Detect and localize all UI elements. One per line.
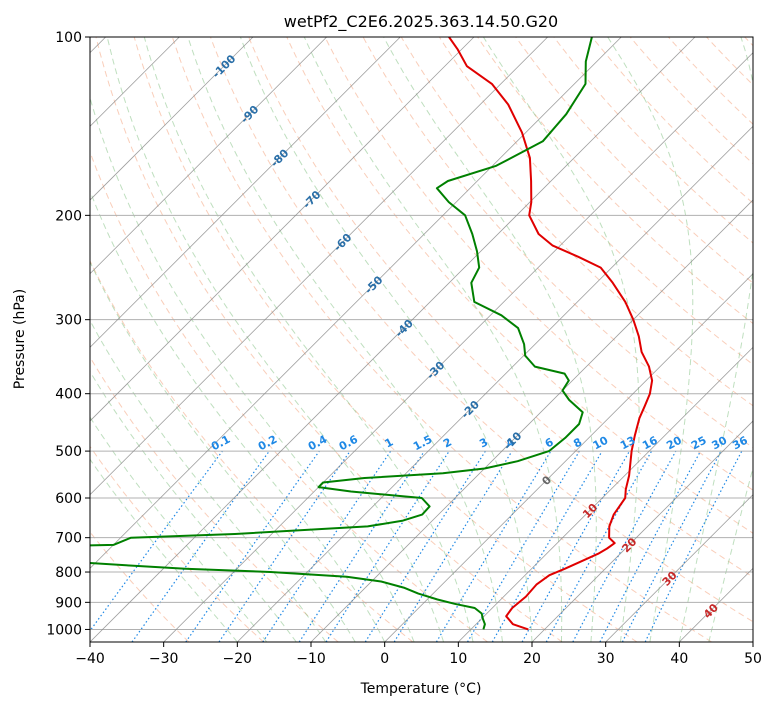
x-tick-label: −30 [149, 651, 179, 667]
mixing-ratio-line [644, 450, 743, 642]
x-axis-label: Temperature (°C) [360, 681, 482, 697]
moist-adiabat-line [239, 37, 533, 642]
dry-adiabat-line [591, 37, 753, 204]
plot-area [90, 37, 753, 642]
isotherm-gridline [90, 37, 475, 422]
mixing-ratio-label: 20 [664, 434, 684, 453]
dry-adiabat-line [171, 37, 712, 642]
moist-adiabat-line [106, 37, 445, 642]
y-tick-label: 300 [55, 313, 82, 329]
plot-frame [89, 36, 754, 643]
moist-adiabat-line [143, 37, 474, 642]
mixing-ratio-line [185, 450, 320, 642]
y-tick-label: 800 [55, 565, 82, 581]
y-tick-label: 900 [55, 595, 82, 611]
moist-adiabat-line [482, 37, 640, 642]
dry-adiabat-line [324, 37, 753, 491]
mixing-ratio-label: 16 [640, 434, 660, 453]
mixing-ratio-line [325, 450, 450, 642]
moist-adiabat-line [90, 370, 297, 642]
mixing-ratio-line [262, 450, 392, 642]
x-tick-label: 0 [380, 651, 389, 667]
y-tick-label: 100 [55, 30, 82, 46]
isotherm-gridline [90, 37, 254, 201]
x-tick-label: 20 [523, 651, 541, 667]
mixing-ratio-label: 13 [618, 434, 638, 453]
moist-adiabat-line [383, 37, 597, 642]
dry-adiabat-line [90, 259, 414, 642]
isotherm-gridline [531, 420, 753, 642]
moist-adiabat-line [303, 37, 563, 642]
mixing-ratio-label: 25 [689, 434, 709, 453]
dry-adiabat-line [515, 37, 753, 284]
isotherm-gridline [90, 37, 327, 275]
mixing-ratio-label: 30 [710, 434, 730, 453]
x-tick-label: 10 [449, 651, 467, 667]
y-tick-label: 1000 [46, 622, 82, 638]
dry-adiabat-line [248, 37, 753, 578]
mixing-ratio-line [131, 450, 270, 642]
mixing-ratio-line [545, 450, 653, 642]
dewpoint-profile-line [90, 37, 593, 630]
moist-adiabat-line [90, 319, 327, 642]
dry-adiabat-line [477, 37, 753, 325]
moist-adiabat-line [678, 37, 753, 642]
mixing-ratio-label: 10 [591, 434, 611, 453]
moist-adiabat-line [90, 458, 238, 642]
y-axis-label: Pressure (hPa) [12, 289, 28, 389]
temperature-profile-line [448, 37, 654, 631]
x-tick-label: 30 [597, 651, 615, 667]
mixing-ratio-line [572, 450, 677, 642]
x-tick-label: 50 [744, 651, 762, 667]
y-tick-label: 200 [55, 208, 82, 224]
dry-adiabat-line [629, 37, 753, 165]
mixing-ratio-line [90, 450, 223, 632]
x-tick-label: −20 [223, 651, 253, 667]
moist-adiabat-line [607, 37, 694, 642]
isotherm-gridline [90, 37, 548, 496]
isotherm-gridline [458, 346, 753, 642]
moist-adiabat-line [187, 37, 503, 642]
y-tick-label: 600 [55, 491, 82, 507]
axes: −40 −30 −20 −10 0 10 20 30 40 50 100 200 300 400 500 60… [46, 30, 762, 667]
dry-adiabat-line [133, 37, 638, 642]
dry-adiabat-line [210, 37, 753, 623]
isotherm-gridline [384, 273, 753, 642]
isotherm-gridline [90, 37, 696, 642]
isotherm-gridline [605, 494, 753, 642]
isotherm-gridline [237, 125, 753, 642]
mixing-ratio-label: 36 [730, 434, 750, 453]
isotherm-gridline [310, 199, 753, 642]
x-tick-label: 40 [670, 651, 688, 667]
y-tick-label: 500 [55, 444, 82, 460]
isotherm-gridline [163, 52, 753, 642]
moist-adiabat-line [90, 260, 356, 642]
dry-adiabat-line [400, 37, 753, 407]
y-tick-label: 400 [55, 387, 82, 403]
moist-adiabat-line [90, 416, 268, 642]
moist-adiabat-line [90, 189, 386, 642]
dry-adiabat-line [90, 445, 264, 642]
mixing-ratio-line [393, 450, 513, 642]
y-tick-label: 700 [55, 531, 82, 547]
x-tick-label: −40 [75, 651, 105, 667]
mixing-ratio-line [521, 450, 631, 642]
dry-adiabat-line [95, 37, 563, 642]
mixing-ratio-line [218, 450, 351, 642]
x-tick-label: −10 [296, 651, 326, 667]
moist-adiabat-line [708, 466, 753, 642]
chart-title: wetPf2_C2E6.2025.363.14.50.G20 [284, 12, 558, 32]
isotherm-gridline [90, 37, 622, 569]
isotherm-gridline [90, 37, 401, 348]
mixing-ratio-line [298, 450, 425, 642]
